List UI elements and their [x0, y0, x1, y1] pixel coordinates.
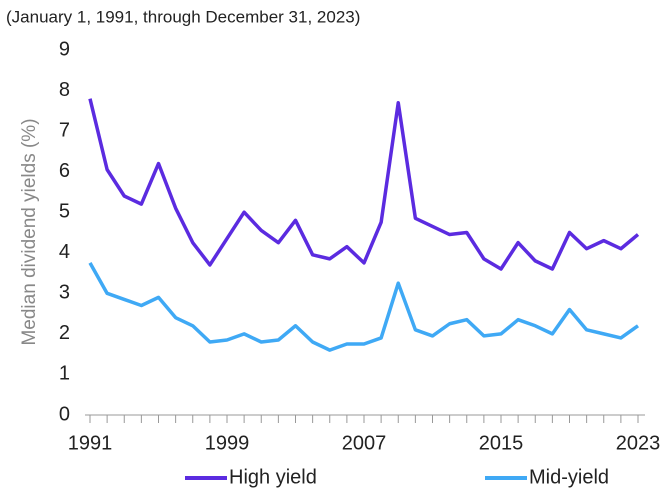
y-tick-label: 4	[59, 241, 70, 263]
line-series	[88, 98, 640, 271]
y-axis-label: Median dividend yields (%)	[19, 118, 40, 345]
y-tick-label: 6	[59, 160, 70, 182]
y-tick-label: 2	[59, 322, 70, 344]
legend-label: Mid-yield	[529, 466, 609, 488]
y-tick-label: 7	[59, 119, 70, 141]
y-tick-label: 1	[59, 363, 70, 385]
legend-label: High yield	[229, 466, 317, 488]
y-tick-label: 9	[59, 38, 70, 60]
x-tick-label: 1999	[205, 432, 250, 454]
y-tick-label: 8	[59, 79, 70, 101]
y-tick-label: 5	[59, 201, 70, 223]
x-tick-label: 2023	[616, 432, 661, 454]
x-tick-label: 2015	[479, 432, 524, 454]
x-tick-label: 2007	[342, 432, 387, 454]
x-tick-label: 1991	[68, 432, 113, 454]
y-tick-label: 3	[59, 282, 70, 304]
y-tick-label: 0	[59, 403, 70, 425]
chart-subtitle: (January 1, 1991, through December 31, 2…	[6, 7, 360, 26]
line-series	[88, 262, 640, 352]
